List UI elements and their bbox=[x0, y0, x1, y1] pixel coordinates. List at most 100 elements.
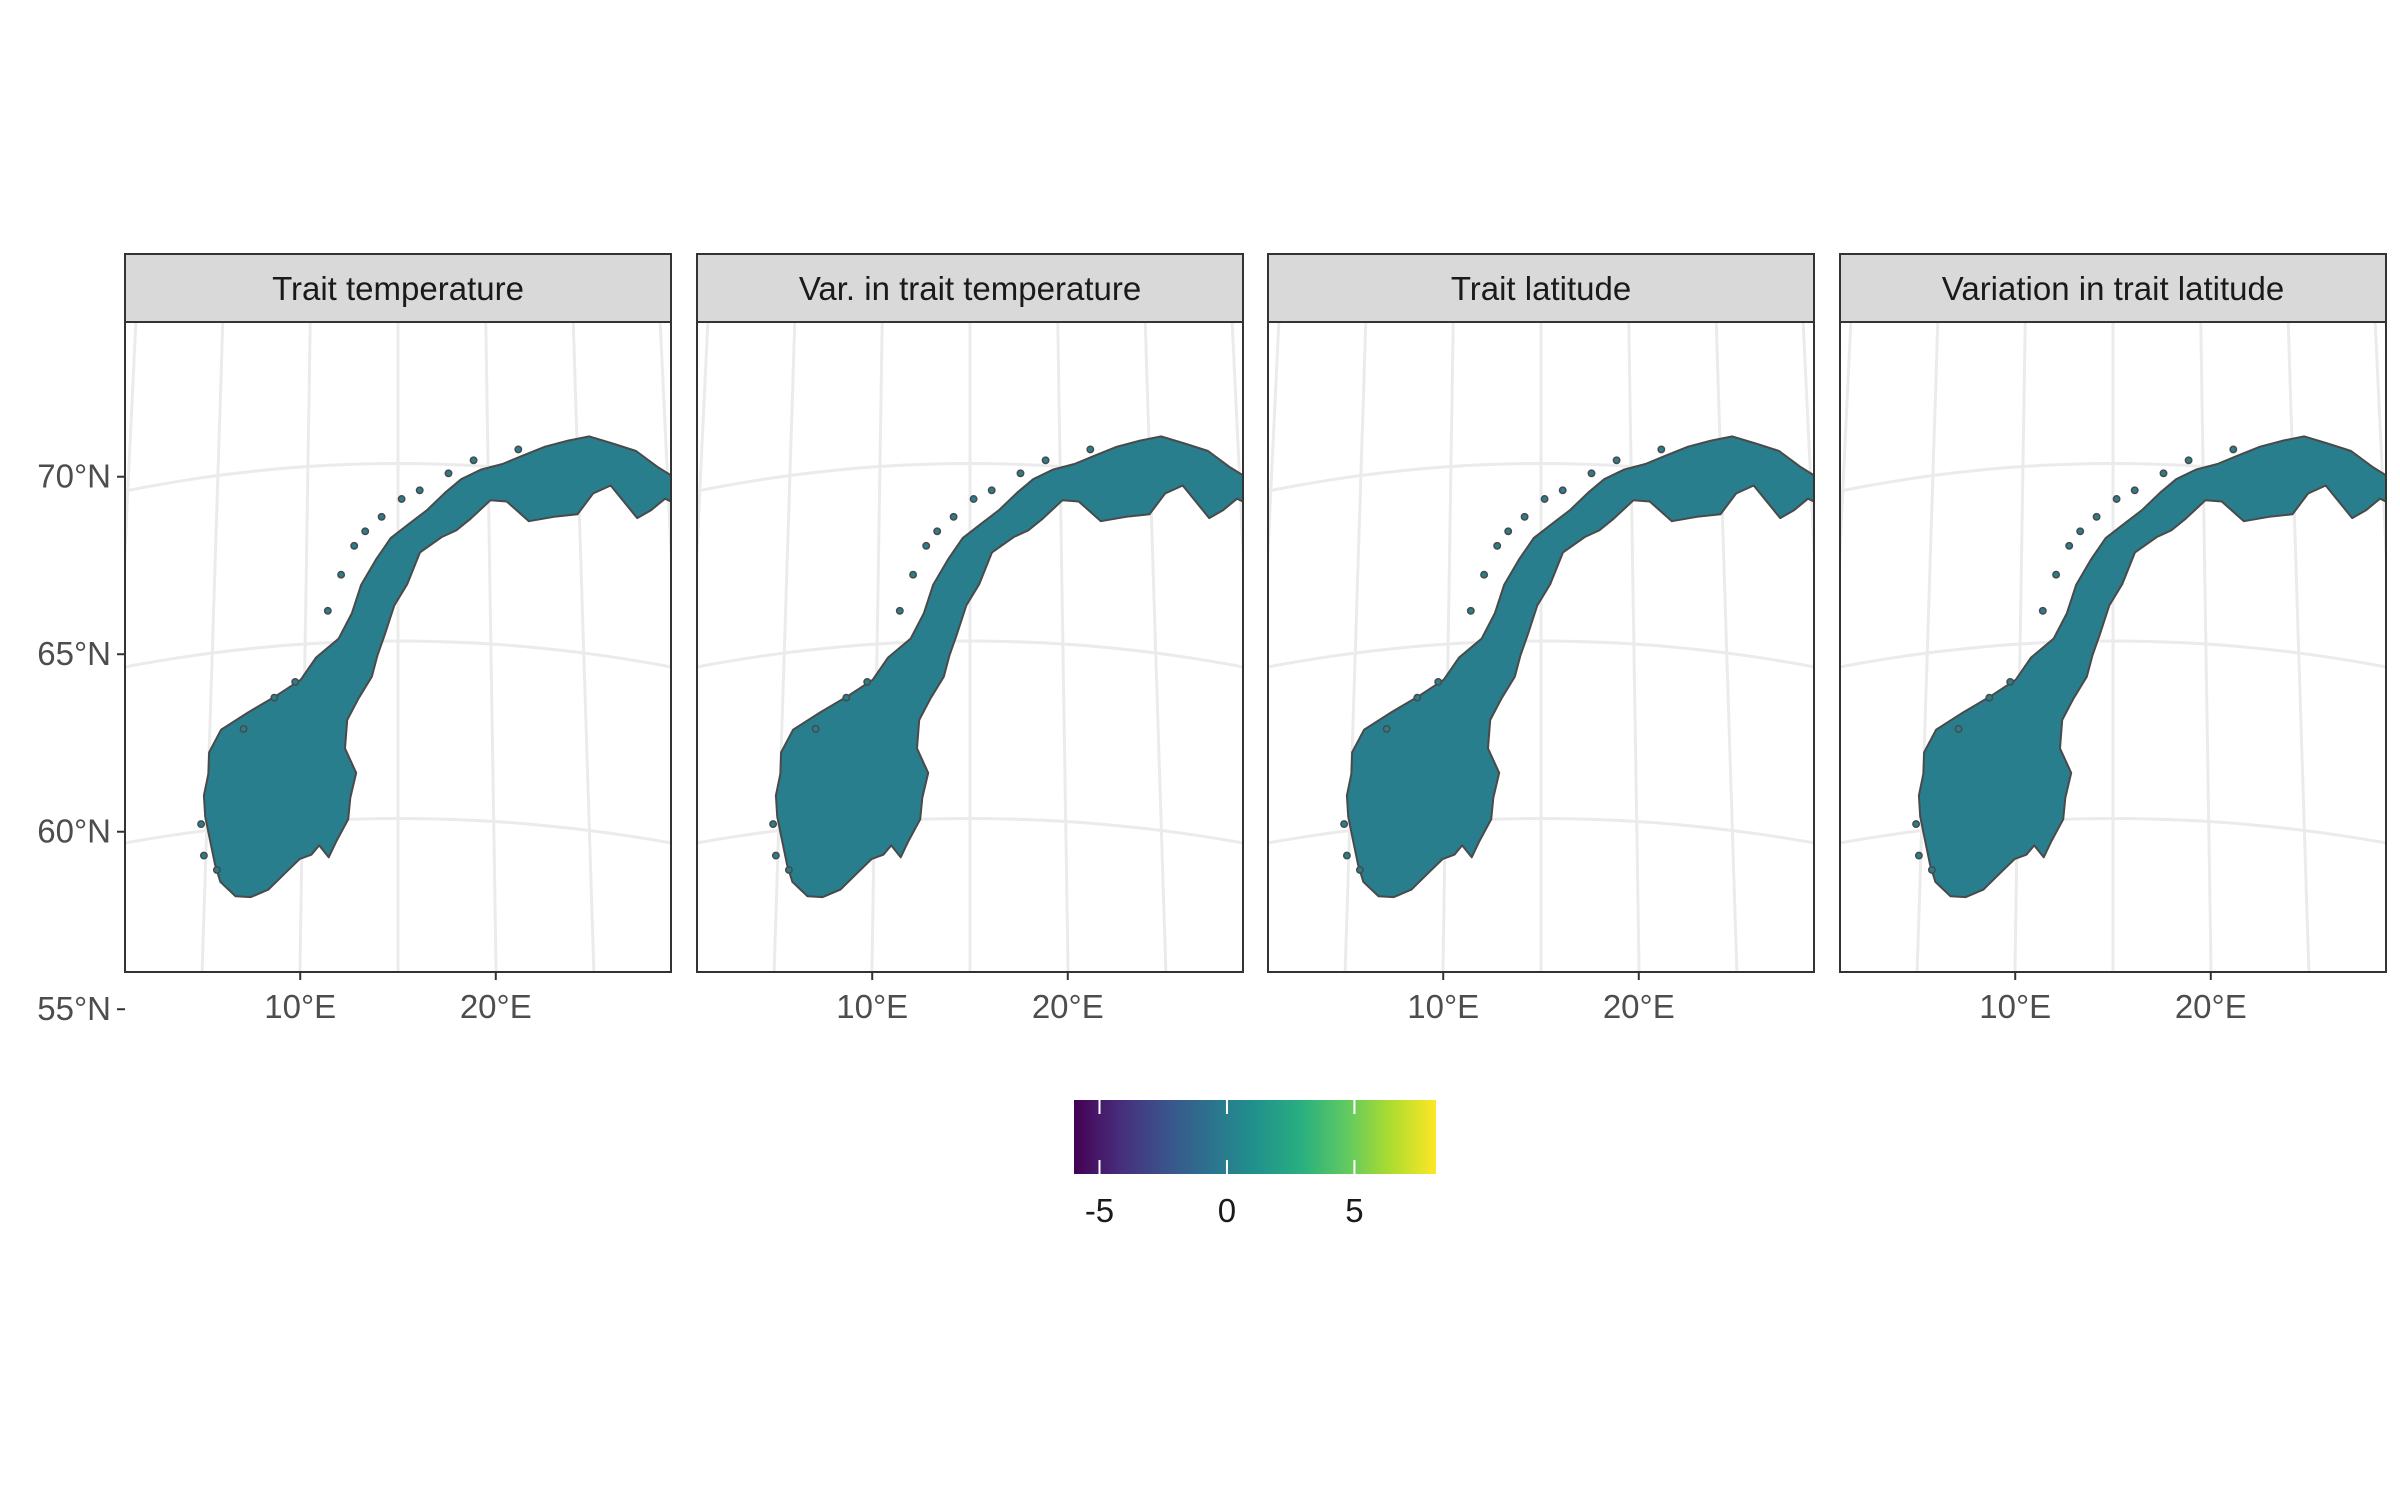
island-mark bbox=[444, 469, 453, 478]
meridian-gridline bbox=[2199, 322, 2213, 972]
panel-border bbox=[1839, 321, 2387, 973]
island-mark bbox=[2229, 445, 2238, 454]
island-mark bbox=[1041, 456, 1050, 465]
meridian-gridline bbox=[2013, 322, 2027, 972]
island-mark bbox=[1355, 865, 1364, 874]
island-mark bbox=[270, 693, 279, 702]
island-mark bbox=[291, 677, 300, 686]
lat-tick-label: 55°N bbox=[37, 990, 111, 1027]
map-panel: Variation in trait latitude 10°E 20°E bbox=[1839, 253, 2387, 1025]
island-mark bbox=[1954, 724, 1963, 733]
lat-tick-label: 70°N bbox=[37, 458, 111, 495]
lon-tick-label: 10°E bbox=[836, 988, 908, 1025]
island-mark bbox=[811, 724, 820, 733]
panel-title: Variation in trait latitude bbox=[1942, 270, 2284, 307]
island-mark bbox=[1413, 693, 1422, 702]
island-mark bbox=[1927, 865, 1936, 874]
colorbar-ticks: -5 0 5 bbox=[1085, 1100, 1364, 1229]
island-mark bbox=[1382, 724, 1391, 733]
meridian-gridline bbox=[870, 322, 884, 972]
meridian-gridline bbox=[0, 157, 60, 1222]
island-mark bbox=[1540, 495, 1549, 503]
island-mark bbox=[2092, 512, 2101, 521]
island-mark bbox=[969, 495, 978, 503]
parallel-gridline bbox=[1048, 996, 2033, 1071]
island-mark bbox=[784, 865, 793, 874]
island-mark bbox=[197, 820, 206, 829]
island-mark bbox=[1558, 486, 1567, 495]
colorbar-tick-label: -5 bbox=[1085, 1192, 1114, 1229]
colorbar-legend: -5 0 5 bbox=[1074, 1100, 1436, 1229]
panel-border bbox=[696, 321, 1244, 973]
colorbar bbox=[1074, 1100, 1436, 1174]
island-mark bbox=[1466, 606, 1475, 615]
island-mark bbox=[1657, 445, 1666, 454]
island-mark bbox=[350, 541, 359, 550]
island-mark bbox=[1504, 527, 1513, 536]
norway-landmass bbox=[774, 435, 1243, 899]
island-mark bbox=[2076, 527, 2085, 536]
island-mark bbox=[1340, 820, 1349, 829]
colorbar-tick-label: 5 bbox=[1345, 1192, 1363, 1229]
norway-landmass bbox=[202, 435, 671, 899]
island-mark bbox=[769, 820, 778, 829]
island-mark bbox=[922, 541, 931, 550]
meridian-gridline bbox=[1343, 322, 1368, 972]
island-mark bbox=[1480, 570, 1489, 579]
meridian-gridline bbox=[200, 322, 225, 972]
norway-landmass bbox=[1345, 435, 1814, 899]
map-panel: Trait temperature 10°E 20°E bbox=[0, 157, 672, 1222]
island-mark bbox=[1985, 693, 1994, 702]
meridian-gridline bbox=[2286, 322, 2311, 972]
island-mark bbox=[239, 724, 248, 733]
meridian-gridline bbox=[1915, 322, 1940, 972]
map-panel: Trait latitude 10°E 20°E bbox=[1048, 253, 2033, 1071]
panel-title: Var. in trait temperature bbox=[799, 270, 1141, 307]
island-mark bbox=[771, 851, 780, 860]
meridian-gridline bbox=[571, 322, 596, 972]
island-mark bbox=[1912, 820, 1921, 829]
lon-tick-label: 20°E bbox=[460, 988, 532, 1025]
island-mark bbox=[1520, 512, 1529, 521]
lon-tick-label: 20°E bbox=[1603, 988, 1675, 1025]
meridian-gridline bbox=[772, 322, 797, 972]
panel-border bbox=[124, 321, 672, 973]
meridian-gridline bbox=[1441, 322, 1455, 972]
island-mark bbox=[361, 527, 370, 536]
meridian-gridline bbox=[484, 322, 498, 972]
lon-tick-label: 20°E bbox=[1032, 988, 1104, 1025]
island-mark bbox=[415, 486, 424, 495]
island-mark bbox=[895, 606, 904, 615]
island-mark bbox=[514, 445, 523, 454]
meridian-gridline bbox=[1627, 322, 1641, 972]
parallel-gridline bbox=[477, 996, 1462, 1071]
island-mark bbox=[1493, 541, 1502, 550]
colorbar-tick-label: 0 bbox=[1218, 1192, 1236, 1229]
island-mark bbox=[337, 570, 346, 579]
parallel-gridline bbox=[125, 816, 671, 845]
island-mark bbox=[2052, 570, 2061, 579]
panel-plot-area: 10°E 20°E bbox=[0, 157, 672, 1222]
lat-tick-label: 65°N bbox=[37, 635, 111, 672]
panel-strip bbox=[1267, 253, 1815, 323]
island-mark bbox=[199, 851, 208, 860]
island-mark bbox=[2038, 606, 2047, 615]
island-mark bbox=[2065, 541, 2074, 550]
island-mark bbox=[842, 693, 851, 702]
island-mark bbox=[1016, 469, 1025, 478]
island-mark bbox=[377, 512, 386, 521]
island-mark bbox=[987, 486, 996, 495]
meridian-gridline bbox=[1143, 322, 1168, 972]
lon-tick-label: 10°E bbox=[264, 988, 336, 1025]
island-mark bbox=[909, 570, 918, 579]
panel-plot-area: 10°E 20°E bbox=[1839, 321, 2387, 1025]
panel-strip bbox=[124, 253, 672, 323]
island-mark bbox=[2159, 469, 2168, 478]
lon-tick-label: 10°E bbox=[1979, 988, 2051, 1025]
meridian-gridline bbox=[298, 322, 312, 972]
island-mark bbox=[323, 606, 332, 615]
island-mark bbox=[212, 865, 221, 874]
panel-border bbox=[1267, 321, 1815, 973]
island-mark bbox=[397, 495, 406, 503]
